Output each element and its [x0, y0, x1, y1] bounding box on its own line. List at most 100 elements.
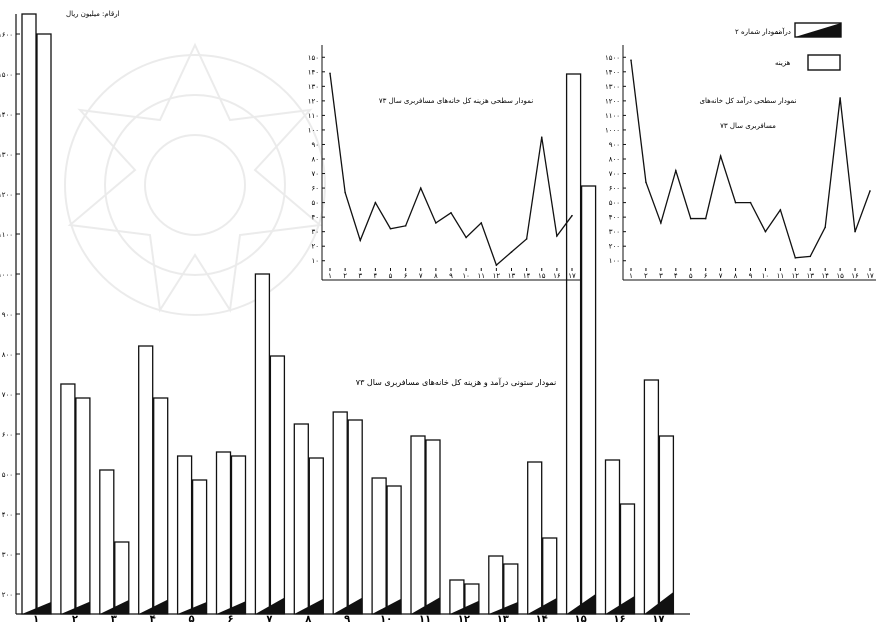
bar-y-tick-label: ۱۲۰۰: [0, 191, 13, 199]
bar-income: [488, 602, 518, 614]
line2-x-tick-label: ۱۳: [806, 272, 814, 280]
bar-cost: [293, 423, 309, 615]
bar-y-tick-label: ۱۴۰۰: [0, 111, 13, 119]
line1-point: [510, 251, 513, 253]
line1-point: [344, 191, 346, 194]
line1-point: [540, 136, 543, 138]
bar-marks: [21, 13, 675, 615]
line1-x-tick-label: ۱۲: [493, 272, 501, 280]
bar-y-axis-label: ارقام: میلیون ریال: [66, 10, 120, 18]
line2-point: [630, 59, 632, 61]
line1-x-tick-label: ۱۶: [553, 272, 561, 280]
line2-x-tick-label: ۲: [644, 272, 648, 280]
line2-y-tick-label: ۵۰۰: [609, 199, 620, 207]
line1-x-tick-label: ۲: [343, 272, 347, 280]
bar-cost-2: [658, 435, 675, 615]
line2-y-tick-label: ۱۰۰: [609, 257, 620, 265]
line2-x-tick-label: ۱۴: [821, 272, 829, 280]
line1-y-tick-label: ۱۲۰: [308, 97, 319, 105]
bar-cost: [254, 273, 271, 615]
bar-cost: [60, 383, 76, 615]
line1-point: [480, 222, 483, 224]
bar-income: [605, 596, 635, 614]
line1-y-tick-label: ۳۰: [311, 228, 319, 236]
line1-x-tick-label: ۴: [373, 272, 377, 280]
line1-y-tick-label: ۱۰۰: [308, 126, 319, 134]
line2-point: [704, 217, 707, 220]
bar-cost-2: [580, 185, 597, 615]
bar-y-tick-label: ۱۶۰۰: [0, 31, 13, 39]
bar-y-tick-label: ۵۰۰: [2, 471, 13, 479]
bar-cost: [527, 461, 543, 615]
line1-x-tick-label: ۷: [419, 272, 423, 280]
bar-x-tick-label: ۲: [72, 614, 78, 624]
line1-x-tick-label: ۹: [449, 272, 453, 280]
line1-x-tick-label: ۱۳: [508, 272, 516, 280]
line1-point: [374, 201, 377, 204]
line2-point: [719, 155, 722, 157]
bar-cost: [604, 459, 621, 615]
line1-x-tick-label: ۱۵: [538, 272, 546, 280]
line1-y-tick-label: ۵۰: [311, 199, 319, 207]
line2-y-tick-label: ۱۰۰۰: [605, 126, 620, 134]
watermark-rosette: [64, 42, 326, 316]
bar-income: [22, 602, 51, 614]
bar-cost-2: [191, 479, 208, 615]
bar-y-tick-label: ۱۳۰۰: [0, 151, 13, 159]
line2-x-tick-label: ۱۱: [777, 272, 785, 280]
bar-cost: [138, 345, 154, 615]
bar-y-ticks: ۲۰۰ ۳۰۰ ۴۰۰ ۵۰۰ ۶۰۰ ۷۰۰ ۸۰۰ ۹۰۰ ۱۰۰۰ ۱۱۰۰ ۱۲۰۰ ۱۳۰۰…: [0, 31, 20, 599]
bar-x-tick-label: ۱۴: [536, 614, 548, 624]
line1-y-tick-label: ۱۳۰: [308, 83, 319, 91]
line1-point: [359, 239, 362, 242]
line1-y-ticks: ۱۰ ۲۰ ۳۰ ۴۰ ۵۰ ۶۰ ۷۰ ۸۰ ۹۰ ۱۰۰ ۱۱۰ ۱۲۰ ۱۳۰ ۱۴۰ ۱۵۰: [308, 54, 325, 265]
bar-x-tick-label: ۱: [33, 614, 39, 624]
bar-cost-2: [75, 397, 91, 615]
bar-cost-2: [36, 33, 52, 615]
line2-point: [645, 181, 647, 184]
line-chart-income: نمودار سطحی درآمد کل خانه‌های مسافربری س…: [605, 45, 876, 281]
bar-x-tick-label: ۱۰: [380, 614, 392, 624]
line1-point: [329, 72, 331, 75]
line1-point: [404, 225, 407, 227]
line1-y-tick-label: ۴۰: [311, 214, 319, 222]
line2-subtitle: مسافربری سال ۷۳: [720, 122, 776, 130]
line2-x-tick-label: ۱۰: [762, 272, 770, 280]
bar-income: [99, 600, 129, 614]
bar-x-tick-label: ۱۵: [574, 614, 586, 624]
bar-income: [449, 600, 479, 614]
bar-y-tick-label: ۴۰۰: [2, 511, 13, 519]
bar-cost: [371, 477, 387, 615]
bar-cost-2: [153, 397, 169, 615]
line2-y-tick-label: ۳۰۰: [609, 228, 620, 236]
bar-cost: [488, 555, 504, 615]
line2-point: [809, 255, 812, 258]
bar-x-tick-label: ۵: [189, 614, 195, 624]
bar-cost-2: [386, 485, 402, 615]
bar-income: [566, 594, 596, 614]
bar-income: [333, 597, 363, 614]
line1-y-tick-label: ۹۰: [311, 141, 319, 149]
bar-income: [60, 601, 90, 614]
bar-income: [216, 601, 246, 614]
line1-x-tick-label: ۸: [434, 272, 438, 280]
line1-title: نمودار سطحی هزینه کل خانه‌های مسافربری س…: [379, 97, 533, 105]
line2-y-tick-label: ۲۰۰: [609, 243, 620, 251]
line1-x-tick-label: ۱: [328, 272, 332, 280]
line2-y-tick-label: ۱۳۰۰: [605, 83, 620, 91]
line2-y-tick-label: ۱۴۰۰: [605, 68, 620, 76]
line2-point: [854, 230, 856, 233]
line2-x-tick-label: ۶: [704, 272, 708, 280]
bar-y-tick-label: ۸۰۰: [2, 351, 13, 359]
line1-point: [450, 211, 452, 214]
line2-x-tick-label: ۳: [659, 272, 663, 280]
bar-y-tick-label: ۹۰۰: [2, 311, 13, 319]
line1-x-tick-label: ۵: [389, 272, 393, 280]
bar-x-tick-label: ۷: [266, 614, 272, 624]
bar-income: [644, 592, 674, 614]
line2-point: [869, 190, 871, 192]
line1-y-tick-label: ۶۰: [311, 185, 319, 193]
bar-cost: [332, 411, 348, 615]
bar-chart: ارقام: میلیون ریال نمودار ستونی درآمد و …: [0, 10, 690, 624]
